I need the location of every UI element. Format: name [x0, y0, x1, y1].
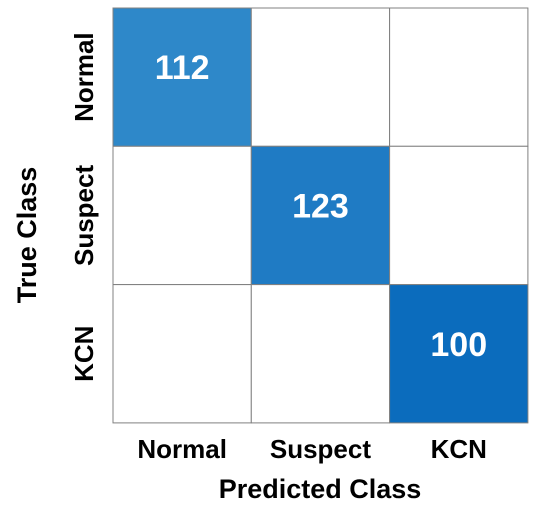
cell [250, 145, 391, 286]
cell-label: 100 [430, 326, 487, 364]
cell-label: 123 [292, 188, 349, 226]
y-axis-title: True Class [12, 167, 42, 304]
y-tick-label: Normal [69, 32, 99, 122]
y-tick-label: Suspect [69, 165, 99, 266]
y-tick-label: KCN [69, 326, 99, 382]
cell [389, 7, 529, 147]
x-tick-label: Suspect [270, 434, 371, 464]
cell [250, 284, 391, 424]
cell-label: 112 [155, 49, 210, 87]
cell [389, 145, 529, 286]
x-tick-label: KCN [431, 434, 487, 464]
cell [250, 7, 391, 147]
cell [389, 284, 529, 424]
x-tick-label: Normal [137, 434, 227, 464]
x-axis-title: Predicted Class [219, 474, 422, 504]
cell [112, 145, 252, 286]
cell [112, 7, 252, 147]
cell [112, 284, 252, 424]
